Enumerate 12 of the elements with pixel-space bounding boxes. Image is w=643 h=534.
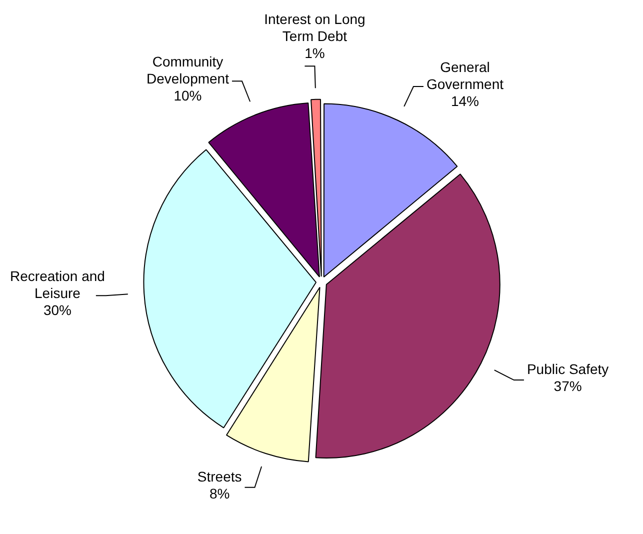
slice-label: Streets bbox=[197, 468, 242, 484]
slice-label: Interest on Long Term Debt bbox=[264, 10, 366, 44]
slice-label: General Government bbox=[426, 58, 504, 92]
data-label: 14% bbox=[450, 92, 479, 109]
slice-label: Recreation and Leisure bbox=[10, 268, 105, 301]
data-label: 10% bbox=[174, 88, 202, 104]
data-label: 37% bbox=[554, 378, 582, 394]
slice-label: Community Development bbox=[146, 54, 230, 87]
data-label: 8% bbox=[209, 485, 230, 502]
data-label: 1% bbox=[304, 44, 325, 61]
data-label: 30% bbox=[43, 302, 72, 318]
slice-label: Public Safety bbox=[526, 360, 609, 377]
